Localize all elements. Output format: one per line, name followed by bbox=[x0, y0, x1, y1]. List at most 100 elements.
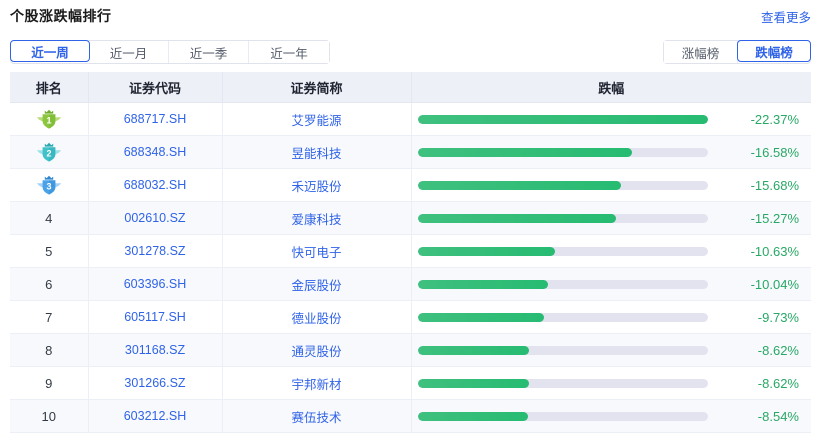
column-header-name: 证券简称 bbox=[222, 72, 412, 103]
change-bar-track bbox=[417, 378, 708, 388]
ranking-table: 排名 证券代码 证券简称 跌幅 1 688717.SH 艾罗能源 -22.37% 2 68… bbox=[10, 72, 811, 433]
table-row[interactable]: 7 605117.SH 德业股份 -9.73% bbox=[10, 300, 812, 334]
table-row[interactable]: 8 301168.SZ 通灵股份 -8.62% bbox=[10, 333, 811, 367]
change-bar-wrapper: -22.37% bbox=[412, 103, 812, 135]
change-percent-label: -8.62% bbox=[757, 342, 799, 358]
change-percent-label: -22.37% bbox=[750, 111, 799, 127]
cell-change: -15.68% bbox=[411, 168, 812, 202]
medal-2-icon: 2 bbox=[36, 142, 62, 163]
change-bar-wrapper: -16.58% bbox=[412, 136, 812, 168]
change-bar-fill bbox=[417, 312, 544, 322]
rank-number: 10 bbox=[41, 408, 56, 424]
period-tab-0[interactable]: 近一周 bbox=[10, 40, 90, 62]
table-row[interactable]: 1 688717.SH 艾罗能源 -22.37% bbox=[10, 102, 812, 136]
change-bar-track bbox=[417, 147, 708, 157]
rank-type-tab-1[interactable]: 跌幅榜 bbox=[737, 40, 811, 62]
column-header-change: 跌幅 bbox=[411, 72, 811, 103]
change-bar-fill bbox=[417, 213, 616, 223]
svg-text:2: 2 bbox=[46, 148, 51, 158]
period-tab-1[interactable]: 近一月 bbox=[89, 41, 169, 63]
change-bar-fill bbox=[417, 378, 530, 388]
cell-security-code[interactable]: 301278.SZ bbox=[88, 234, 223, 268]
table-row[interactable]: 5 301278.SZ 快可电子 -10.63% bbox=[10, 234, 812, 268]
cell-security-name[interactable]: 艾罗能源 bbox=[222, 102, 412, 136]
change-percent-label: -10.63% bbox=[750, 243, 799, 259]
column-header-code: 证券代码 bbox=[88, 72, 223, 103]
period-tab-group[interactable]: 近一周 近一月 近一季 近一年 bbox=[10, 40, 330, 64]
cell-change: -8.62% bbox=[411, 333, 811, 367]
page-title: 个股涨跌幅排行 bbox=[10, 8, 112, 24]
cell-change: -8.62% bbox=[411, 366, 812, 400]
table-row[interactable]: 2 688348.SH 昱能科技 -16.58% bbox=[10, 135, 812, 169]
widget-header: 个股涨跌幅排行 查看更多 bbox=[0, 0, 821, 30]
change-percent-label: -10.04% bbox=[750, 276, 799, 292]
cell-rank: 2 bbox=[10, 135, 89, 169]
period-tab-3[interactable]: 近一年 bbox=[249, 41, 329, 63]
cell-security-name[interactable]: 禾迈股份 bbox=[222, 168, 412, 202]
change-bar-fill bbox=[417, 180, 621, 190]
cell-security-code[interactable]: 688348.SH bbox=[88, 135, 223, 169]
change-percent-label: -9.73% bbox=[757, 309, 799, 325]
cell-rank: 3 bbox=[10, 168, 89, 202]
cell-security-name[interactable]: 德业股份 bbox=[222, 300, 412, 334]
cell-change: -10.63% bbox=[411, 234, 812, 268]
cell-security-code[interactable]: 603212.SH bbox=[88, 399, 223, 433]
change-bar-fill bbox=[417, 246, 556, 256]
table-row[interactable]: 4 002610.SZ 爱康科技 -15.27% bbox=[10, 201, 812, 235]
cell-security-code[interactable]: 605117.SH bbox=[88, 300, 223, 334]
rank-number: 8 bbox=[45, 342, 53, 358]
change-percent-label: -16.58% bbox=[750, 144, 799, 160]
svg-text:1: 1 bbox=[46, 115, 51, 125]
column-header-rank: 排名 bbox=[10, 72, 89, 103]
change-bar-track bbox=[417, 246, 708, 256]
change-bar-track bbox=[417, 411, 708, 421]
change-bar-wrapper: -8.54% bbox=[412, 400, 812, 432]
cell-security-name[interactable]: 快可电子 bbox=[222, 234, 412, 268]
change-bar-wrapper: -15.27% bbox=[412, 202, 812, 234]
table-row[interactable]: 6 603396.SH 金辰股份 -10.04% bbox=[10, 267, 811, 301]
rank-number: 7 bbox=[45, 309, 53, 325]
cell-security-code[interactable]: 301168.SZ bbox=[88, 333, 223, 367]
rank-number: 6 bbox=[45, 276, 53, 292]
table-row[interactable]: 3 688032.SH 禾迈股份 -15.68% bbox=[10, 168, 812, 202]
cell-security-code[interactable]: 603396.SH bbox=[88, 267, 223, 301]
cell-security-code[interactable]: 688717.SH bbox=[88, 102, 223, 136]
cell-security-code[interactable]: 002610.SZ bbox=[88, 201, 223, 235]
rank-number: 5 bbox=[45, 243, 53, 259]
period-tab-2[interactable]: 近一季 bbox=[169, 41, 249, 63]
change-percent-label: -8.62% bbox=[757, 375, 799, 391]
cell-rank: 4 bbox=[10, 201, 89, 235]
change-percent-label: -8.54% bbox=[757, 408, 799, 424]
cell-security-code[interactable]: 301266.SZ bbox=[88, 366, 223, 400]
table-row[interactable]: 10 603212.SH 赛伍技术 -8.54% bbox=[10, 399, 812, 433]
cell-security-code[interactable]: 688032.SH bbox=[88, 168, 223, 202]
table-row[interactable]: 9 301266.SZ 宇邦新材 -8.62% bbox=[10, 366, 812, 400]
cell-rank: 9 bbox=[10, 366, 89, 400]
table-header-row: 排名 证券代码 证券简称 跌幅 bbox=[10, 72, 811, 103]
view-more-link[interactable]: 查看更多 bbox=[760, 11, 811, 25]
cell-security-name[interactable]: 金辰股份 bbox=[222, 267, 412, 301]
cell-rank: 1 bbox=[10, 102, 89, 136]
cell-security-name[interactable]: 爱康科技 bbox=[222, 201, 412, 235]
rank-number: 9 bbox=[45, 375, 53, 391]
rank-type-tab-0[interactable]: 涨幅榜 bbox=[664, 41, 738, 63]
change-bar-fill bbox=[417, 147, 633, 157]
cell-rank: 8 bbox=[10, 333, 89, 367]
cell-security-name[interactable]: 昱能科技 bbox=[222, 135, 412, 169]
cell-security-name[interactable]: 赛伍技术 bbox=[222, 399, 412, 433]
cell-rank: 10 bbox=[10, 399, 89, 433]
cell-change: -10.04% bbox=[411, 267, 811, 301]
change-bar-wrapper: -9.73% bbox=[412, 301, 812, 333]
change-bar-track bbox=[417, 312, 708, 322]
change-bar-wrapper: -10.63% bbox=[412, 235, 812, 267]
change-percent-label: -15.68% bbox=[750, 177, 799, 193]
change-bar-wrapper: -15.68% bbox=[412, 169, 812, 201]
change-bar-fill bbox=[417, 345, 530, 355]
cell-security-name[interactable]: 宇邦新材 bbox=[222, 366, 412, 400]
change-bar-track bbox=[417, 345, 708, 355]
change-percent-label: -15.27% bbox=[750, 210, 799, 226]
rank-type-tab-group[interactable]: 涨幅榜 跌幅榜 bbox=[663, 40, 811, 64]
change-bar-wrapper: -8.62% bbox=[412, 367, 812, 399]
cell-security-name[interactable]: 通灵股份 bbox=[222, 333, 412, 367]
